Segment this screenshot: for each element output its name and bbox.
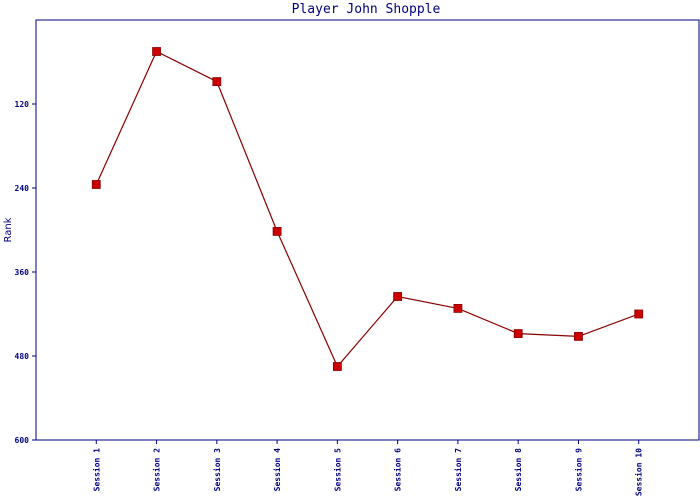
y-tick-label: 600: [15, 436, 30, 445]
x-tick-label: Session 2: [152, 448, 162, 492]
data-point: [453, 303, 463, 313]
x-tick-label: Session 6: [393, 448, 403, 492]
plot-content: 120 240 360 480 600 Session 1 Session 2 Session…: [15, 19, 700, 496]
chart-title: Player John Shopple: [292, 2, 441, 17]
data-point: [393, 292, 403, 301]
data-point: [272, 226, 282, 236]
data-point: [91, 180, 101, 189]
plot-area: [36, 20, 699, 440]
y-axis-label: Rank: [3, 217, 14, 242]
x-tick-label: Session 3: [212, 448, 222, 492]
x-tick-label: Session 1: [91, 448, 101, 492]
plot-frame: [35, 19, 700, 441]
y-tick-label: 120: [15, 100, 30, 109]
x-tick-label: Session 7: [453, 448, 463, 492]
data-point: [332, 362, 342, 371]
data-point: [152, 47, 161, 56]
x-tick-label: Session 8: [513, 448, 523, 492]
y-tick-label: 240: [15, 184, 30, 193]
x-tick-label: Session 5: [332, 448, 342, 492]
series-line: [95, 50, 639, 368]
data-point: [634, 309, 644, 319]
x-tick-label: Session 9: [573, 448, 583, 492]
data-point: [513, 329, 523, 339]
x-tick-label: Session 10: [634, 448, 644, 496]
data-point: [574, 331, 583, 341]
data-point: [212, 77, 222, 86]
x-tick-label: Session 4: [272, 448, 282, 492]
y-tick-label: 480: [15, 352, 30, 361]
y-tick-label: 360: [15, 268, 30, 277]
